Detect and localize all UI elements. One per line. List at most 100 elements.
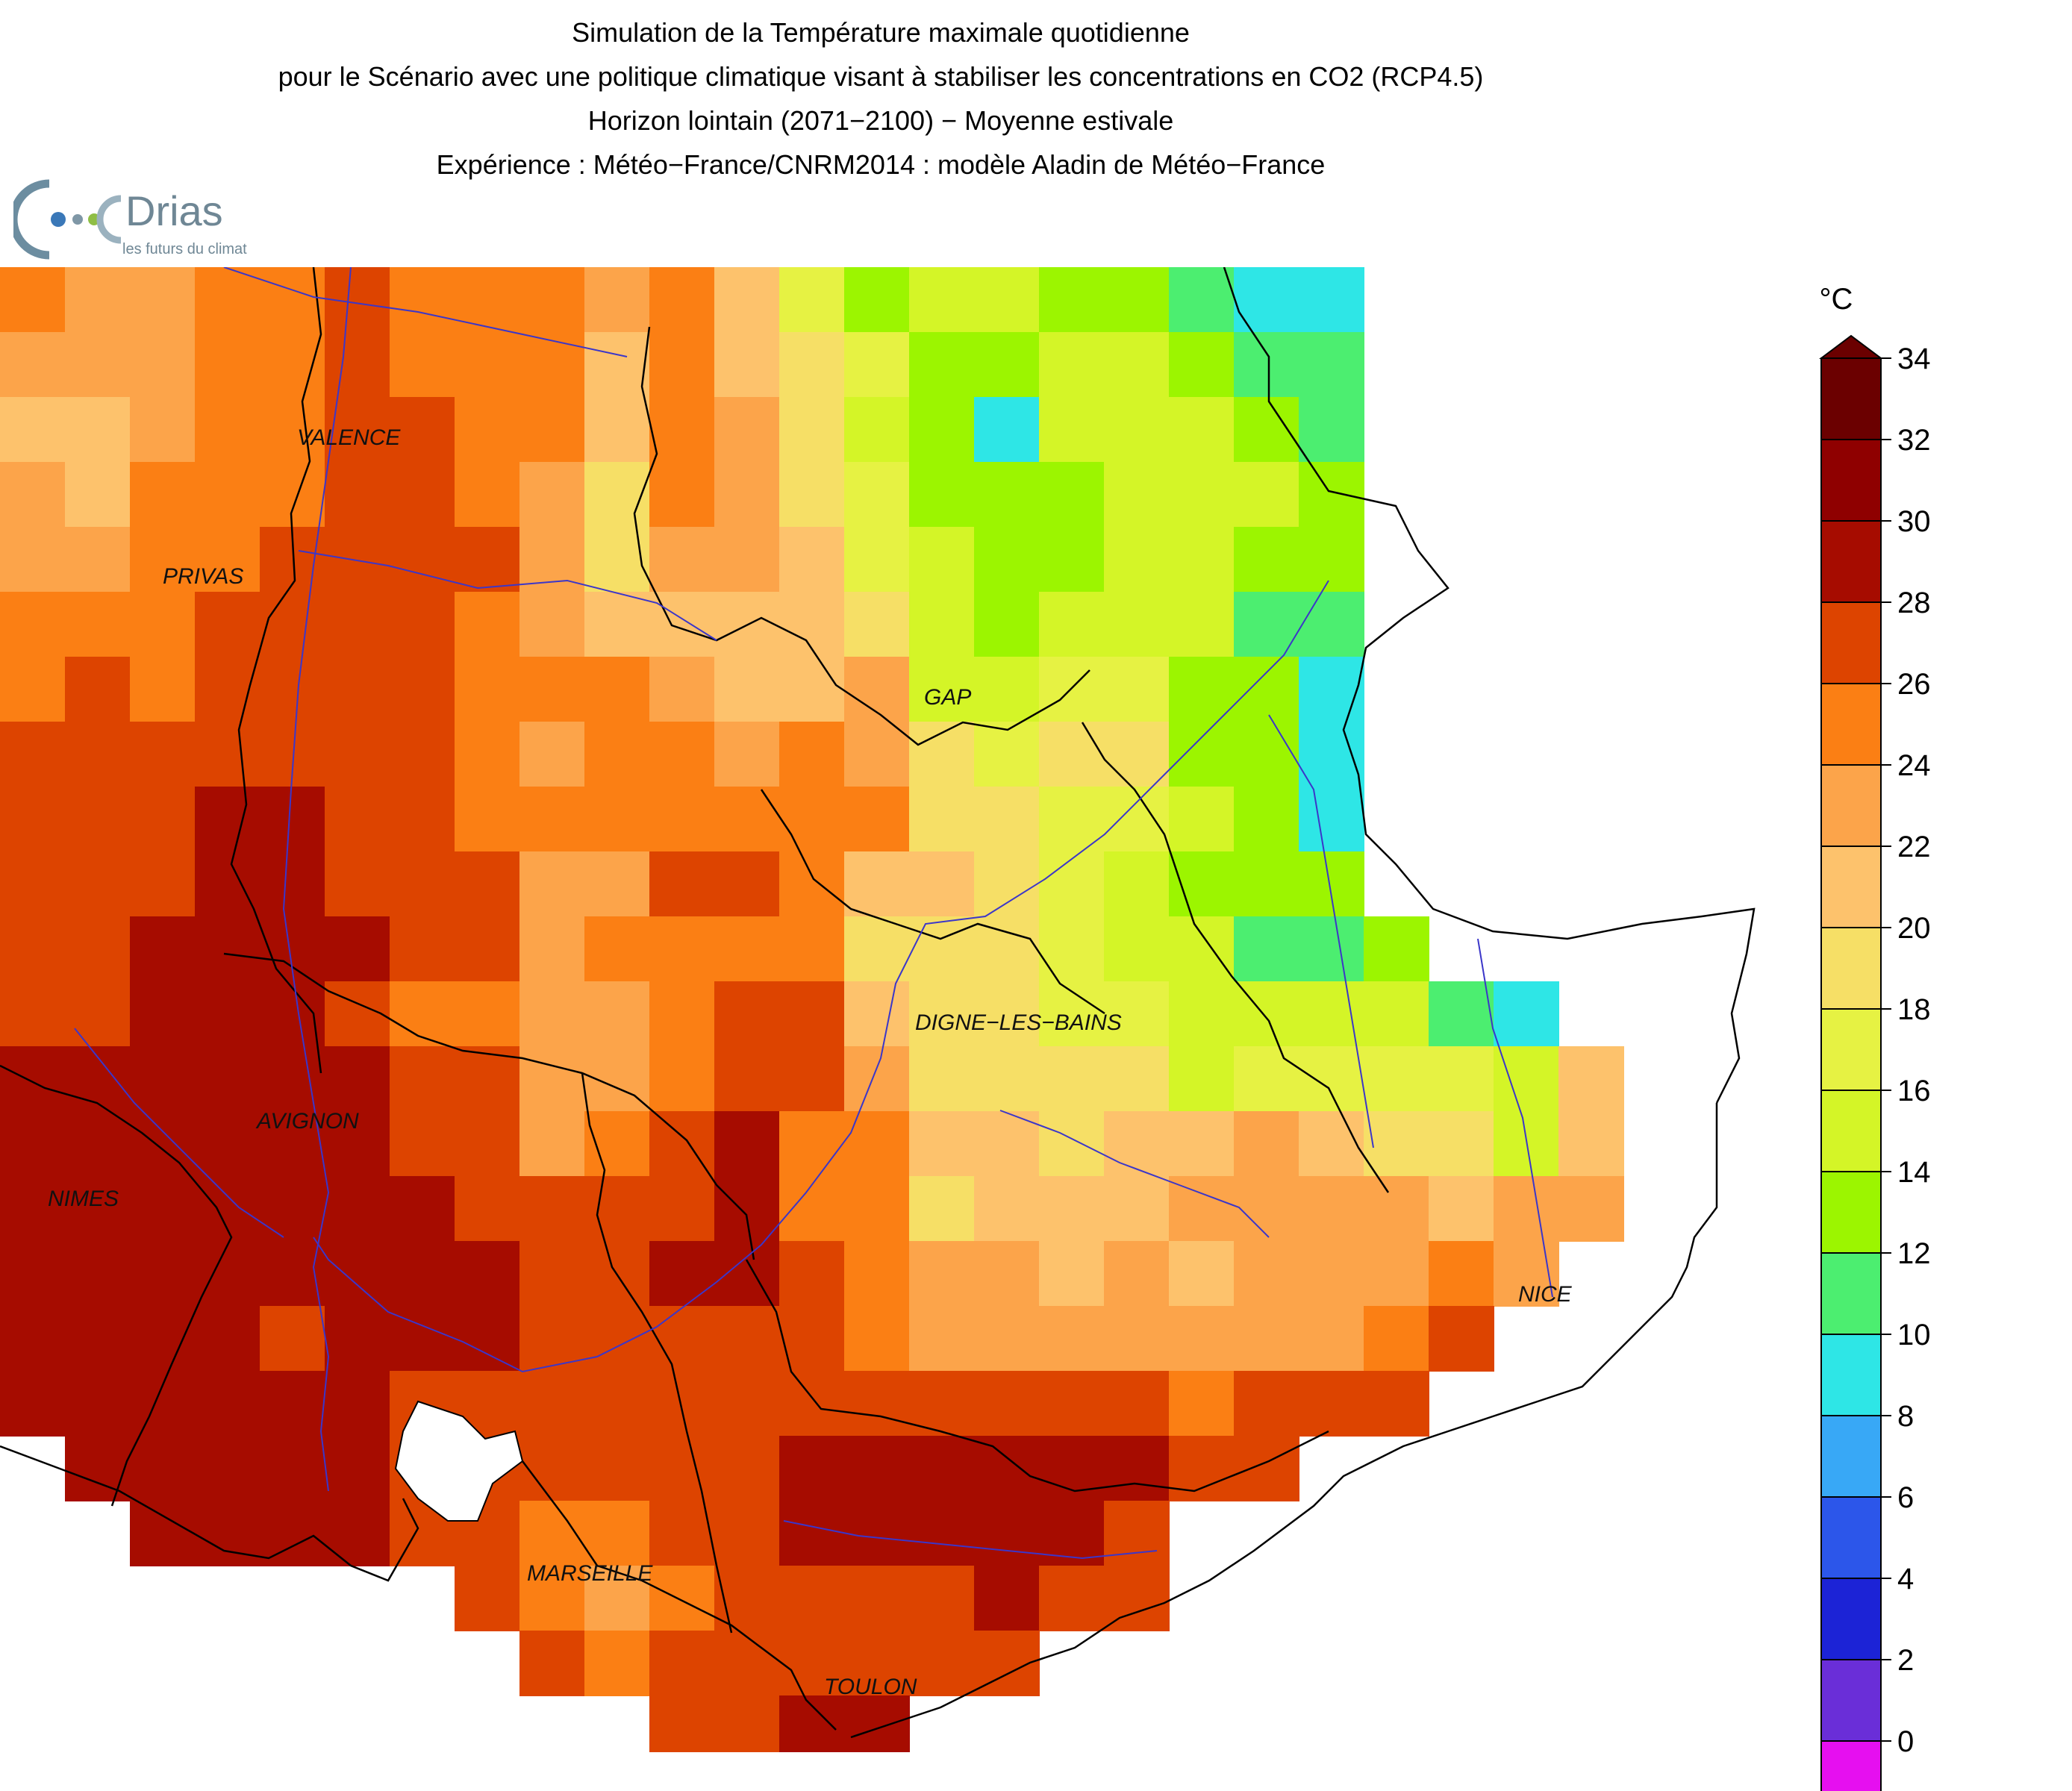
legend-color-band bbox=[1820, 439, 1882, 522]
map-grid-cell bbox=[130, 267, 196, 333]
map-grid-cell bbox=[390, 787, 455, 852]
map-grid-cell bbox=[1299, 657, 1364, 722]
legend-color-band bbox=[1820, 1252, 1882, 1335]
map-grid-cell bbox=[649, 657, 715, 722]
map-grid-cell bbox=[325, 657, 390, 722]
map-grid-cell bbox=[714, 916, 780, 982]
map-grid-cell bbox=[195, 1241, 260, 1307]
map-grid-cell bbox=[519, 1631, 585, 1696]
map-grid-cell bbox=[909, 1501, 975, 1566]
map-grid-cell bbox=[1558, 1111, 1624, 1177]
legend-tick-label: 26 bbox=[1897, 668, 1931, 701]
map-grid-cell bbox=[390, 981, 455, 1047]
map-grid-cell bbox=[65, 981, 131, 1047]
map-grid-cell bbox=[1104, 1306, 1170, 1372]
map-grid-cell bbox=[519, 1566, 585, 1631]
legend-tick-label: 30 bbox=[1897, 505, 1931, 538]
legend-color-band bbox=[1820, 1415, 1882, 1498]
map-grid-cell bbox=[714, 1566, 780, 1631]
map-grid-cell bbox=[714, 981, 780, 1047]
map-grid-cell bbox=[65, 916, 131, 982]
map-grid-cell bbox=[325, 1046, 390, 1112]
map-grid-cell bbox=[909, 1631, 975, 1696]
legend-tick-label: 0 bbox=[1897, 1725, 1914, 1758]
map-grid-cell bbox=[714, 1046, 780, 1112]
river-rhone bbox=[282, 267, 352, 1492]
map-grid-cell bbox=[844, 787, 910, 852]
map-grid-cell bbox=[0, 397, 66, 463]
map-grid-cell bbox=[325, 1111, 390, 1177]
map-grid-cell bbox=[1169, 722, 1235, 787]
map-grid-cell bbox=[1104, 1176, 1170, 1242]
title-line-2: pour le Scénario avec une politique clim… bbox=[278, 61, 1484, 92]
map-grid-cell bbox=[455, 592, 520, 657]
map-grid-cell bbox=[1299, 916, 1364, 982]
map-grid-cell bbox=[519, 981, 585, 1047]
map-grid-cell bbox=[1299, 1371, 1364, 1437]
map-grid-cell bbox=[1104, 851, 1170, 917]
map-grid-cell bbox=[0, 527, 66, 593]
map-grid-cell bbox=[974, 462, 1040, 528]
map-grid-cell bbox=[130, 592, 196, 657]
map-grid-cell bbox=[779, 592, 845, 657]
map-grid-cell bbox=[584, 1371, 650, 1437]
map-grid-cell bbox=[649, 527, 715, 593]
map-grid-cell bbox=[584, 1501, 650, 1566]
map-grid-cell bbox=[779, 1436, 845, 1501]
legend-color-band bbox=[1820, 764, 1882, 847]
map-grid-cell bbox=[195, 981, 260, 1047]
map-grid-cell bbox=[65, 657, 131, 722]
map-grid-cell bbox=[974, 1306, 1040, 1372]
map-grid-cell bbox=[325, 527, 390, 593]
map-grid-cell bbox=[779, 1111, 845, 1177]
map-grid-cell bbox=[1299, 462, 1364, 528]
map-grid-cell bbox=[130, 787, 196, 852]
map-grid-cell bbox=[779, 1046, 845, 1112]
legend-tick-label: 18 bbox=[1897, 993, 1931, 1026]
map-grid-cell bbox=[65, 1241, 131, 1307]
map-grid-cell bbox=[519, 787, 585, 852]
map-grid-cell bbox=[1234, 1371, 1299, 1437]
map-grid-cell bbox=[65, 332, 131, 398]
map-grid-cell bbox=[974, 527, 1040, 593]
legend-tick-label: 4 bbox=[1897, 1563, 1914, 1595]
map-grid-cell bbox=[714, 1241, 780, 1307]
map-grid-cell bbox=[844, 1566, 910, 1631]
map-grid-cell bbox=[1104, 916, 1170, 982]
map-grid-cell bbox=[130, 981, 196, 1047]
map-grid-cell bbox=[1234, 1046, 1299, 1112]
map-grid-cell bbox=[65, 1371, 131, 1437]
map-grid-cell bbox=[584, 787, 650, 852]
map-grid-cell bbox=[455, 462, 520, 528]
map-grid-cell bbox=[584, 1176, 650, 1242]
map-grid-cell bbox=[844, 851, 910, 917]
river-gard bbox=[74, 1028, 284, 1238]
map-grid-cell bbox=[909, 787, 975, 852]
map-grid-cell bbox=[1169, 397, 1235, 463]
map-grid-cell bbox=[195, 397, 260, 463]
map-grid-cell bbox=[714, 851, 780, 917]
map-grid-cell bbox=[844, 1176, 910, 1242]
map-grid-cell bbox=[0, 1046, 66, 1112]
map-grid-cell bbox=[519, 1436, 585, 1501]
map-grid-cell bbox=[779, 462, 845, 528]
legend-color-band bbox=[1820, 1008, 1882, 1091]
map-grid-cell bbox=[909, 1241, 975, 1307]
map-grid-cell bbox=[519, 1111, 585, 1177]
city-label-privas: PRIVAS bbox=[163, 564, 243, 589]
map-grid-cell bbox=[1104, 1371, 1170, 1437]
map-grid-cell bbox=[844, 592, 910, 657]
map-grid-cell bbox=[390, 332, 455, 398]
map-grid-cell bbox=[195, 332, 260, 398]
map-grid-cell bbox=[909, 1176, 975, 1242]
map-grid-cell bbox=[649, 267, 715, 333]
map-grid-cell bbox=[1234, 851, 1299, 917]
map-grid-cell bbox=[519, 267, 585, 333]
map-grid-cell bbox=[909, 267, 975, 333]
map-grid-cell bbox=[844, 332, 910, 398]
map-grid-cell bbox=[714, 527, 780, 593]
map-grid-cell bbox=[130, 1501, 196, 1566]
map-grid-cell bbox=[1039, 462, 1105, 528]
map-grid-cell bbox=[584, 592, 650, 657]
